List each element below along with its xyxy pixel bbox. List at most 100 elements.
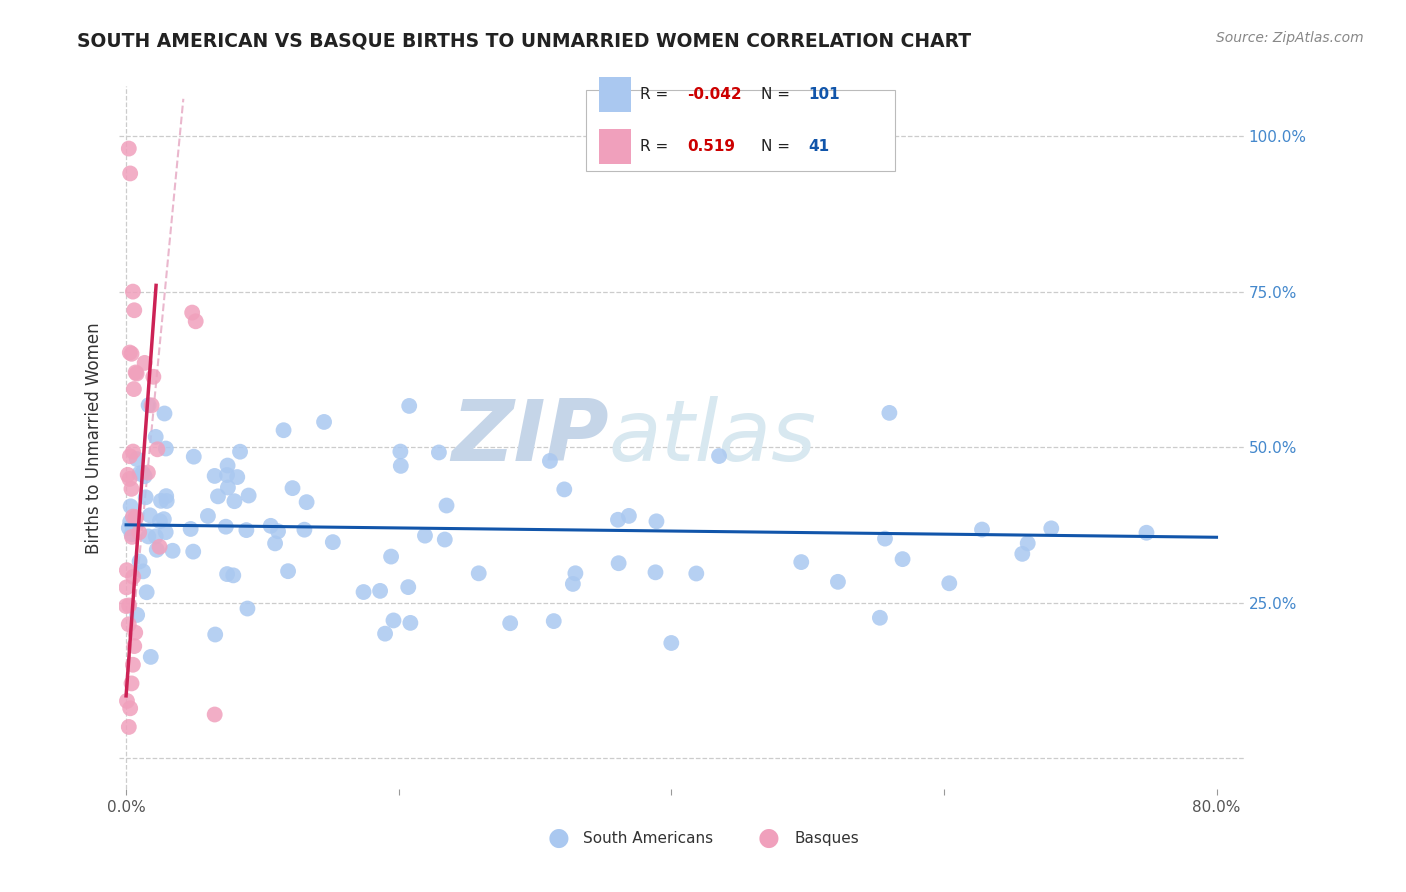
Y-axis label: Births to Unmarried Women: Births to Unmarried Women: [86, 322, 103, 554]
Point: [215, 468, 238, 483]
Point: [292, 523, 315, 537]
Point: [685, 566, 707, 581]
Point: [122, 657, 145, 672]
Text: atlas: atlas: [609, 396, 817, 479]
Point: [226, 470, 249, 484]
Point: [564, 566, 586, 581]
Point: [120, 701, 142, 715]
Text: 41: 41: [808, 138, 830, 153]
Point: [121, 347, 143, 361]
Point: [553, 483, 575, 497]
Point: [118, 617, 141, 632]
Point: [122, 444, 145, 458]
Point: [139, 649, 162, 664]
Point: [131, 466, 153, 480]
Point: [149, 514, 172, 528]
Point: [707, 449, 730, 463]
Point: [122, 382, 145, 396]
Point: [207, 489, 229, 503]
Point: [181, 544, 204, 558]
Point: [1017, 536, 1039, 550]
Point: [122, 285, 145, 299]
Bar: [599, 128, 631, 163]
Point: [122, 509, 145, 524]
Point: [1040, 521, 1063, 535]
Point: [260, 519, 283, 533]
Point: [224, 494, 246, 508]
Text: SOUTH AMERICAN VS BASQUE BIRTHS TO UNMARRIED WOMEN CORRELATION CHART: SOUTH AMERICAN VS BASQUE BIRTHS TO UNMAR…: [77, 31, 972, 50]
Point: [238, 489, 260, 503]
Point: [235, 523, 257, 537]
Point: [389, 458, 412, 473]
Point: [117, 467, 139, 482]
Point: [543, 614, 565, 628]
Point: [264, 536, 287, 550]
Point: [120, 515, 142, 529]
Point: [134, 469, 156, 483]
Point: [142, 369, 165, 384]
Point: [155, 489, 177, 503]
Text: R =: R =: [640, 87, 673, 103]
Point: [312, 415, 335, 429]
Point: [118, 720, 141, 734]
Point: [295, 495, 318, 509]
Text: N =: N =: [762, 87, 796, 103]
Point: [120, 166, 142, 180]
Point: [124, 366, 146, 380]
Point: [149, 540, 172, 554]
Point: [267, 524, 290, 539]
Point: [499, 616, 522, 631]
Point: [790, 555, 813, 569]
Point: [399, 615, 422, 630]
Point: [217, 458, 239, 473]
Text: ZIP: ZIP: [451, 396, 609, 479]
Point: [184, 314, 207, 328]
Point: [135, 585, 157, 599]
Point: [115, 563, 138, 577]
Point: [128, 554, 150, 568]
Point: [427, 445, 450, 459]
Point: [467, 566, 489, 581]
Point: [353, 585, 375, 599]
Point: [215, 519, 238, 533]
Point: [120, 500, 142, 514]
Point: [273, 423, 295, 437]
Point: [115, 581, 138, 595]
Point: [413, 529, 436, 543]
Point: [155, 442, 177, 456]
Point: [128, 525, 150, 540]
Text: Basques: Basques: [794, 830, 859, 846]
Point: [538, 454, 561, 468]
Point: [127, 607, 149, 622]
Point: [155, 525, 177, 540]
Point: [150, 493, 173, 508]
Point: [136, 529, 159, 543]
Point: [433, 533, 456, 547]
Point: [879, 406, 901, 420]
Point: [217, 481, 239, 495]
Point: [436, 499, 458, 513]
Point: [122, 303, 145, 318]
Point: [145, 542, 167, 557]
Point: [125, 367, 148, 381]
Point: [204, 707, 226, 722]
Point: [118, 142, 141, 156]
Point: [162, 543, 184, 558]
Text: 101: 101: [808, 87, 841, 103]
Point: [891, 552, 914, 566]
Text: Source: ZipAtlas.com: Source: ZipAtlas.com: [1216, 31, 1364, 45]
Point: [398, 399, 420, 413]
Point: [146, 442, 169, 457]
Point: [125, 452, 148, 467]
Point: [125, 511, 148, 525]
Point: [125, 510, 148, 524]
Point: [118, 449, 141, 463]
Point: [1011, 547, 1033, 561]
Point: [827, 574, 849, 589]
Point: [122, 515, 145, 529]
Point: [869, 611, 891, 625]
Point: [115, 694, 138, 708]
Point: [118, 345, 141, 359]
Point: [396, 580, 419, 594]
Point: [134, 356, 156, 370]
